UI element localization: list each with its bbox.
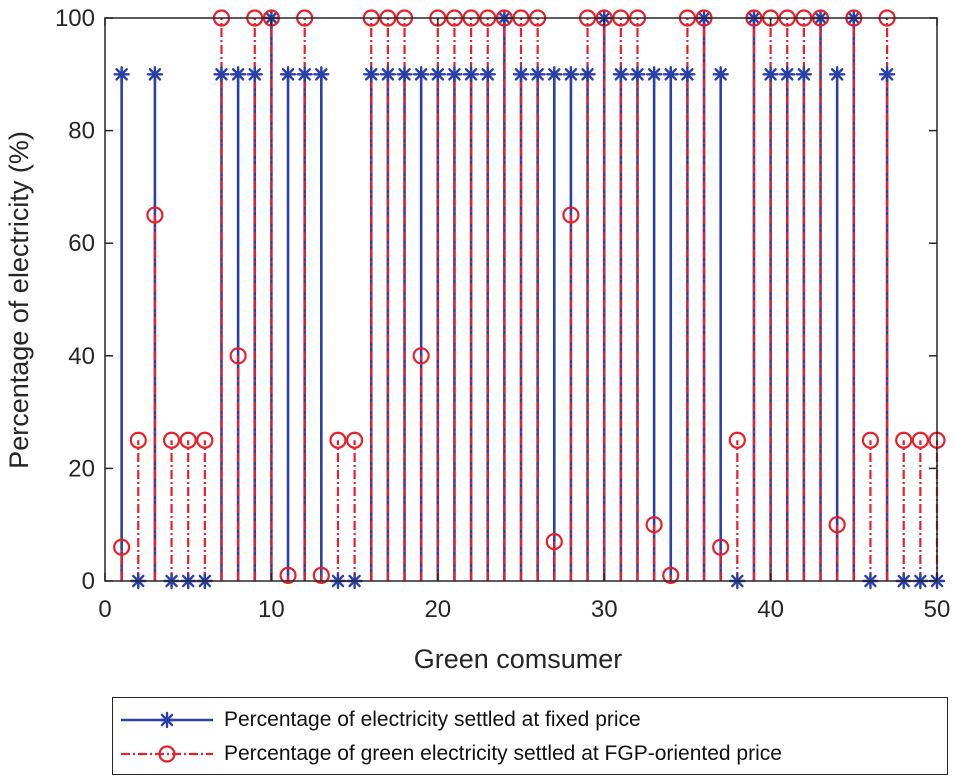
fixed-price-point: [213, 66, 230, 83]
fgp-price-point: [645, 516, 663, 534]
x-tick-label: 0: [98, 596, 111, 623]
fgp-price-point: [129, 431, 147, 449]
y-tick-label: 0: [82, 568, 95, 595]
fgp-price-point: [828, 516, 846, 534]
fixed-price-point: [296, 66, 313, 83]
fgp-price-point: [545, 532, 563, 551]
fixed-price-point: [878, 66, 896, 83]
fixed-price-point: [396, 66, 413, 83]
legend-asterisk-marker: [158, 711, 176, 729]
fixed-price-point: [779, 66, 796, 83]
y-tick-label: 100: [55, 5, 95, 32]
y-axis-label: Percentage of electricity (%): [4, 131, 34, 469]
y-tick-label: 80: [68, 118, 95, 145]
fixed-price-point: [612, 66, 630, 83]
fgp-price-point: [229, 347, 247, 365]
fgp-price-point: [895, 431, 913, 449]
legend-entry-fixed-price: Percentage of electricity settled at fix…: [113, 703, 947, 737]
fgp-price-point: [312, 566, 330, 584]
fgp-price-point: [562, 206, 580, 224]
fgp-price-point: [279, 566, 297, 584]
y-tick-label: 40: [68, 343, 95, 370]
fgp-price-point: [179, 431, 197, 449]
axes: 0 10 20 30 40 50 0 20 40 60 80 100: [55, 5, 950, 623]
fgp-price-point: [113, 538, 131, 556]
legend-label-fgp-price: Percentage of green electricity settled …: [224, 742, 782, 765]
axes-box: [104, 17, 938, 582]
fgp-price-point: [162, 431, 181, 449]
fgp-price-point: [146, 206, 164, 224]
fgp-price-point: [712, 538, 730, 556]
legend-circle-dashdot-line-icon: [121, 745, 213, 763]
fixed-price-point: [429, 66, 446, 83]
fgp-price-point: [911, 431, 929, 449]
x-tick-label: 30: [591, 596, 618, 623]
fixed-price-point: [579, 66, 596, 83]
fixed-price-point: [562, 66, 580, 83]
fixed-price-point: [279, 66, 297, 83]
legend-entry-fgp-price: Percentage of green electricity settled …: [113, 737, 947, 771]
fixed-price-point: [662, 66, 679, 83]
legend-circle-marker: [158, 745, 176, 763]
fixed-price-point: [412, 66, 430, 83]
fixed-price-point: [229, 66, 247, 83]
fixed-price-point: [113, 66, 130, 83]
x-tick-label: 50: [924, 596, 951, 623]
plot-area: [113, 9, 946, 590]
legend: Percentage of electricity settled at fix…: [112, 697, 948, 775]
fixed-price-point: [512, 66, 530, 83]
y-tick-label: 20: [68, 455, 95, 482]
x-tick-label: 20: [424, 596, 451, 623]
fgp-price-point: [196, 431, 214, 449]
fixed-price-point: [462, 66, 480, 83]
fgp-price-point: [728, 431, 746, 449]
fixed-price-point: [146, 66, 164, 83]
fgp-price-point: [861, 431, 880, 449]
fixed-price-point: [246, 66, 263, 83]
fixed-price-point: [762, 66, 779, 83]
fixed-price-point: [479, 66, 496, 83]
fixed-price-point: [379, 66, 397, 83]
fixed-price-point: [546, 66, 563, 83]
fixed-price-point: [529, 66, 546, 83]
fgp-price-point: [346, 431, 364, 449]
fixed-price-point: [446, 66, 463, 83]
fgp-price-point: [329, 431, 347, 449]
legend-label-fixed-price: Percentage of electricity settled at fix…: [224, 708, 641, 731]
x-tick-label: 40: [757, 596, 784, 623]
x-tick-label: 10: [258, 596, 285, 623]
x-axis-label: Green comsumer: [414, 644, 623, 674]
fixed-price-point: [712, 66, 729, 83]
fixed-price-point: [795, 66, 813, 83]
y-tick-label: 60: [68, 230, 95, 257]
fixed-price-point: [645, 66, 663, 83]
fixed-price-point: [679, 66, 696, 83]
fixed-price-point: [363, 66, 380, 83]
fgp-price-point: [412, 347, 430, 365]
fixed-price-point: [313, 66, 330, 83]
stem-chart: 0 10 20 30 40 50 0 20 40 60 80 100 Green comsumer P…: [4, 5, 950, 674]
fgp-price-point: [662, 566, 680, 584]
legend-asterisk-line-icon: [121, 711, 213, 729]
fixed-price-point: [629, 66, 646, 83]
fixed-price-point: [828, 66, 846, 83]
